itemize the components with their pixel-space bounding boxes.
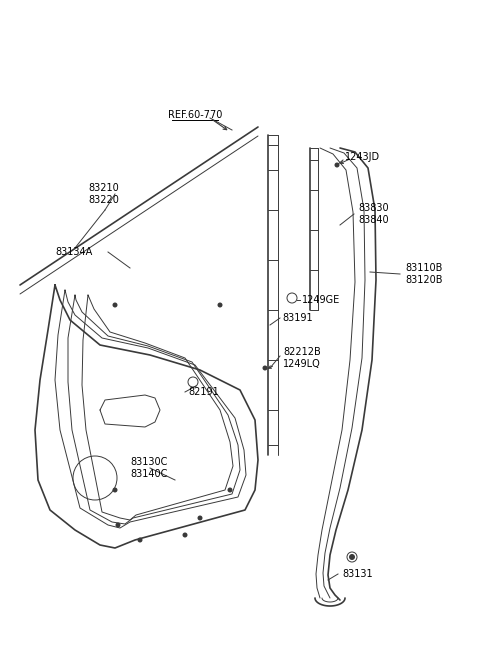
- Text: REF.60-770: REF.60-770: [168, 110, 222, 120]
- Text: 83110B: 83110B: [405, 263, 443, 273]
- Circle shape: [263, 365, 267, 371]
- Text: 1249GE: 1249GE: [302, 295, 340, 305]
- Circle shape: [197, 516, 203, 520]
- Circle shape: [116, 522, 120, 527]
- Text: 1243JD: 1243JD: [345, 152, 380, 162]
- Text: 83134A: 83134A: [55, 247, 92, 257]
- Circle shape: [182, 533, 188, 537]
- Text: 82191: 82191: [188, 387, 219, 397]
- Text: 83830: 83830: [358, 203, 389, 213]
- Text: 83840: 83840: [358, 215, 389, 225]
- Text: 83220: 83220: [88, 195, 119, 205]
- Circle shape: [217, 302, 223, 308]
- Circle shape: [228, 487, 232, 493]
- Circle shape: [112, 487, 118, 493]
- Circle shape: [112, 302, 118, 308]
- Circle shape: [137, 537, 143, 543]
- Circle shape: [335, 163, 339, 167]
- Text: 1249LQ: 1249LQ: [283, 359, 321, 369]
- Text: 83120B: 83120B: [405, 275, 443, 285]
- Text: 83140C: 83140C: [130, 469, 168, 479]
- Text: 83210: 83210: [88, 183, 119, 193]
- Circle shape: [349, 554, 355, 560]
- Text: 83130C: 83130C: [130, 457, 168, 467]
- Text: 83191: 83191: [282, 313, 312, 323]
- Text: 83131: 83131: [342, 569, 372, 579]
- Text: 82212B: 82212B: [283, 347, 321, 357]
